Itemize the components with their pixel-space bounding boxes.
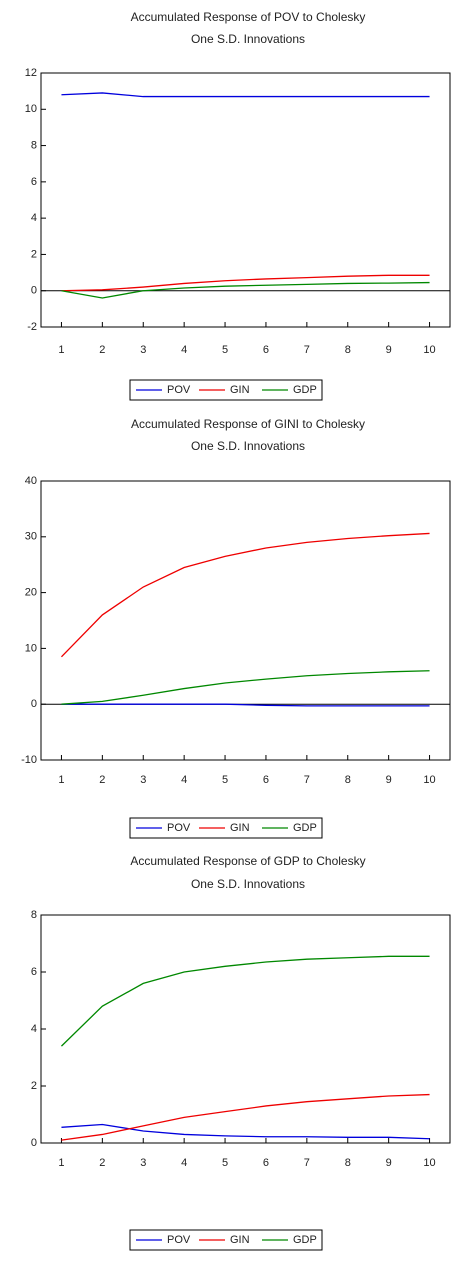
series-line [61, 703, 430, 707]
y-tick-label: 0 [31, 698, 37, 710]
x-tick-label: 5 [222, 774, 228, 786]
x-tick-label: 6 [263, 344, 269, 356]
series-line [60, 532, 430, 658]
plot-frame [40, 480, 451, 761]
legend-label: POV [167, 822, 191, 834]
series-line [61, 670, 430, 705]
chart-title: Accumulated Response of GDP to Cholesky [130, 854, 365, 868]
x-tick-label: 4 [181, 774, 187, 786]
series-line [61, 1123, 430, 1140]
x-tick-label: 3 [140, 1157, 146, 1169]
y-tick-label: 40 [25, 475, 37, 487]
x-tick-label: 1 [58, 774, 64, 786]
y-tick-label: 4 [31, 212, 37, 224]
x-tick-label: 3 [140, 344, 146, 356]
x-tick-label: 7 [304, 774, 310, 786]
chart-subtitle: One S.D. Innovations [191, 877, 305, 891]
x-tick-label: 3 [140, 774, 146, 786]
y-tick-label: 2 [31, 248, 37, 260]
legend-box [129, 1229, 323, 1251]
chart-title: Accumulated Response of GINI to Cholesky [131, 417, 365, 431]
y-tick-label: 6 [31, 966, 37, 978]
chart-subtitle: One S.D. Innovations [191, 439, 305, 453]
chart-title: Accumulated Response of POV to Cholesky [131, 10, 366, 24]
series-line [61, 281, 430, 299]
x-tick-label: 8 [345, 344, 351, 356]
x-tick-label: 1 [58, 344, 64, 356]
x-tick-label: 9 [386, 774, 392, 786]
x-tick-label: 6 [263, 774, 269, 786]
series-line [61, 92, 430, 98]
legend-box [129, 817, 323, 839]
y-tick-label: 4 [31, 1023, 37, 1035]
y-tick-label: 30 [25, 531, 37, 543]
y-tick-label: 6 [31, 176, 37, 188]
x-tick-label: 7 [304, 1157, 310, 1169]
chart-subtitle: One S.D. Innovations [191, 32, 305, 46]
x-tick-label: 10 [423, 344, 435, 356]
y-tick-label: 12 [25, 67, 37, 79]
legend-label: POV [167, 384, 191, 396]
x-tick-label: 2 [99, 1157, 105, 1169]
y-tick-label: 8 [31, 139, 37, 151]
y-tick-label: -10 [21, 754, 37, 766]
legend-label: POV [167, 1234, 191, 1246]
series-line [60, 955, 430, 1047]
y-tick-label: 20 [25, 587, 37, 599]
x-tick-label: 9 [386, 1157, 392, 1169]
x-tick-label: 10 [423, 774, 435, 786]
y-tick-label: 2 [31, 1080, 37, 1092]
x-tick-label: 6 [263, 1157, 269, 1169]
x-tick-label: 5 [222, 344, 228, 356]
x-tick-label: 9 [386, 344, 392, 356]
x-tick-label: 8 [345, 1157, 351, 1169]
legend-label: GIN [230, 1234, 250, 1246]
y-tick-label: 0 [31, 1137, 37, 1149]
x-tick-label: 7 [304, 344, 310, 356]
y-tick-label: -2 [27, 321, 37, 333]
series-line [61, 1093, 430, 1141]
y-tick-label: 8 [31, 909, 37, 921]
legend-label: GIN [230, 384, 250, 396]
x-tick-label: 1 [58, 1157, 64, 1169]
x-tick-label: 4 [181, 344, 187, 356]
legend-label: GIN [230, 822, 250, 834]
x-tick-label: 2 [99, 774, 105, 786]
legend-label: GDP [293, 1234, 317, 1246]
x-tick-label: 2 [99, 344, 105, 356]
plot-frame [40, 72, 451, 328]
series-line [61, 274, 430, 292]
legend-label: GDP [293, 822, 317, 834]
y-tick-label: 0 [31, 285, 37, 297]
y-tick-label: 10 [25, 642, 37, 654]
legend-label: GDP [293, 384, 317, 396]
y-tick-label: 10 [25, 103, 37, 115]
x-tick-label: 10 [423, 1157, 435, 1169]
x-tick-label: 4 [181, 1157, 187, 1169]
x-tick-label: 8 [345, 774, 351, 786]
legend-box [129, 379, 323, 401]
x-tick-label: 5 [222, 1157, 228, 1169]
